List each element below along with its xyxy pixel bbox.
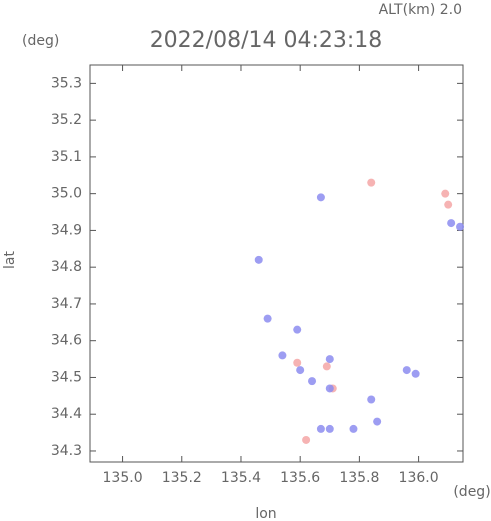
y-tick-label: 35.0 [51, 186, 82, 202]
y-tick-label: 35.3 [51, 75, 82, 91]
echo-point [293, 358, 302, 367]
y-unit: (deg) [22, 33, 59, 49]
x-tick-label: 135.6 [280, 470, 320, 486]
echo-point [325, 384, 334, 393]
echo-point [402, 366, 411, 375]
echo-point [308, 377, 317, 386]
echo-point [456, 222, 465, 231]
x-unit: (deg) [453, 484, 490, 500]
y-tick-label: 34.7 [51, 296, 82, 312]
x-tick-label: 135.8 [339, 470, 379, 486]
echo-point [325, 355, 334, 364]
y-tick-label: 35.2 [51, 112, 82, 128]
y-tick-label: 34.8 [51, 259, 82, 275]
echo-point [373, 417, 382, 426]
plot-frame [89, 64, 464, 463]
y-tick-label: 34.5 [51, 369, 82, 385]
echo-point [302, 435, 311, 444]
y-axis-label: lat [2, 251, 18, 269]
echo-point [325, 424, 334, 433]
y-tick-label: 35.1 [51, 149, 82, 165]
x-tick-label: 135.2 [162, 470, 202, 486]
echo-point [444, 200, 453, 209]
echo-point [254, 255, 263, 264]
echo-point [293, 325, 302, 334]
x-tick-label: 135.0 [103, 470, 143, 486]
y-tick-label: 34.6 [51, 333, 82, 349]
echo-point [349, 424, 358, 433]
y-tick-label: 34.9 [51, 222, 82, 238]
echo-point [367, 395, 376, 404]
y-tick-label: 34.4 [51, 406, 82, 422]
echo-point [322, 362, 331, 371]
echo-point [447, 219, 456, 228]
echo-point [278, 351, 287, 360]
y-tick-label: 34.3 [51, 443, 82, 459]
echo-point [441, 189, 450, 198]
echo-point [316, 424, 325, 433]
x-axis-label: lon [255, 506, 276, 521]
echo-point [367, 178, 376, 187]
echo-point [411, 369, 420, 378]
echo-point [263, 314, 272, 323]
chart-title: 2022/08/14 04:23:18 [150, 28, 383, 53]
altitude-label: ALT(km) 2.0 [379, 2, 462, 18]
echo-point [316, 193, 325, 202]
x-tick-label: 135.4 [221, 470, 261, 486]
echo-point [296, 366, 305, 375]
x-tick-label: 136.0 [399, 470, 439, 486]
